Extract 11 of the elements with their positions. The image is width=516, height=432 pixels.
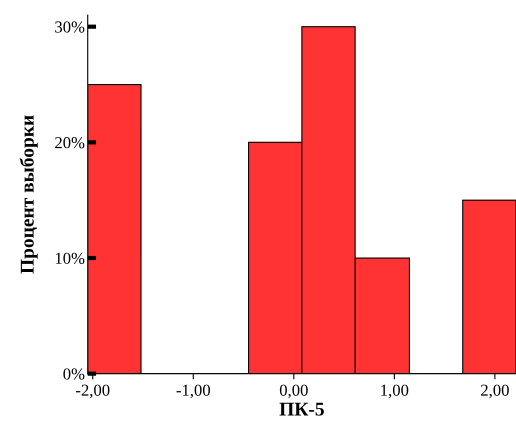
x-axis-title: ПК-5 xyxy=(280,402,324,416)
y-tick-label: 10% xyxy=(56,252,84,264)
x-tick-label: 1,00 xyxy=(381,384,408,398)
y-tick-label: 0% xyxy=(63,368,84,380)
y-axis-title: Процент выборки xyxy=(20,115,38,274)
x-tick-label: 0,00 xyxy=(280,384,308,398)
y-tick-label: 20% xyxy=(55,137,84,148)
x-tick-label: 2,00 xyxy=(481,384,509,398)
x-tick-label: -2,00 xyxy=(76,384,110,398)
y-tick-label: 30% xyxy=(55,21,84,33)
x-tick-label: -1,00 xyxy=(176,384,210,398)
